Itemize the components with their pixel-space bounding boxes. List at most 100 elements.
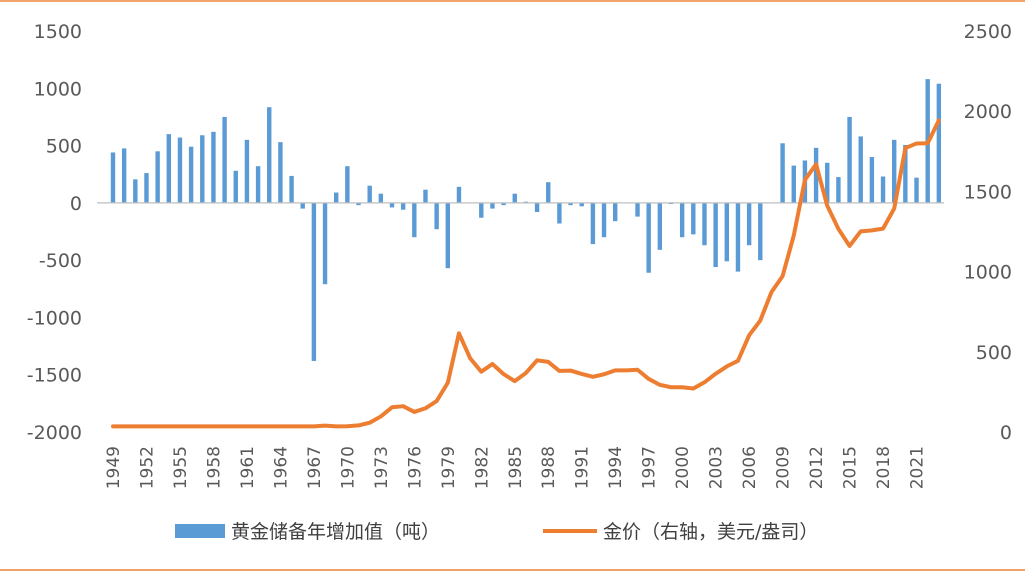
bar	[557, 202, 562, 224]
x-axis-tick-label: 1997	[640, 446, 660, 489]
line-series-gold-price	[111, 118, 941, 429]
bar	[512, 193, 517, 203]
bar	[155, 151, 160, 203]
bar	[836, 177, 841, 203]
x-axis-tick-label: 1955	[171, 446, 191, 489]
bar	[188, 146, 194, 203]
x-axis-tick-label: 1961	[238, 446, 258, 489]
bar	[534, 202, 540, 213]
right-axis-tick-label: 1000	[964, 262, 1012, 284]
bar-series-gold-reserve-change	[110, 79, 942, 361]
bar	[702, 202, 707, 246]
bar	[936, 83, 942, 203]
bar	[144, 173, 149, 203]
bar	[847, 116, 852, 203]
bar	[613, 202, 618, 222]
left-axis-tick-label: 500	[46, 136, 82, 158]
bar	[568, 202, 573, 206]
bar	[367, 185, 372, 203]
right-axis-tick-label: 1500	[964, 181, 1012, 203]
bar	[356, 202, 361, 206]
bar	[278, 142, 283, 203]
bar	[133, 179, 138, 203]
right-axis-ticks: 2500 2000 1500 1000 500 0	[964, 21, 1012, 444]
legend-swatch-bar	[175, 524, 225, 538]
bar	[735, 202, 741, 272]
x-axis-tick-label: 2012	[807, 446, 827, 489]
x-axis-tick-label: 1988	[539, 446, 559, 489]
legend-label-bar: 黄金储备年增加值（吨）	[231, 521, 440, 543]
bar	[233, 170, 238, 203]
right-axis-tick-label: 2500	[964, 21, 1012, 43]
left-axis-ticks: 1500 1000 500 0 -500 -1000 -1500 -2000	[27, 21, 82, 444]
bar	[334, 192, 339, 203]
bar	[267, 107, 272, 203]
bar	[456, 186, 462, 203]
bar	[601, 202, 607, 238]
left-axis-tick-label: 0	[70, 193, 82, 215]
bar	[479, 202, 484, 218]
x-axis-tick-label: 1958	[204, 446, 224, 489]
bar	[300, 202, 305, 209]
bar	[200, 135, 205, 203]
bar	[389, 202, 395, 208]
bar	[825, 162, 830, 203]
legend-label-line: 金价（右轴，美元/盎司）	[603, 521, 818, 543]
x-axis-tick-label: 1973	[372, 446, 392, 489]
x-axis-tick-label: 1970	[338, 446, 358, 489]
x-axis-tick-label: 2018	[874, 446, 894, 489]
bar	[892, 139, 897, 203]
bar	[177, 137, 183, 203]
x-axis-tick-label: 2009	[774, 446, 794, 489]
bar	[858, 136, 863, 203]
bar	[322, 202, 328, 285]
bar	[244, 139, 250, 203]
x-axis-tick-label: 1976	[405, 446, 425, 489]
bar	[378, 193, 384, 203]
x-axis-tick-label: 2015	[841, 446, 861, 489]
bar	[400, 202, 406, 210]
right-axis-tick-label: 2000	[964, 101, 1012, 123]
legend: 黄金储备年增加值（吨） 金价（右轴，美元/盎司）	[175, 521, 818, 543]
bar	[501, 202, 506, 206]
bar	[713, 202, 718, 268]
x-axis-tick-label: 1949	[104, 446, 124, 489]
bar	[590, 202, 596, 245]
bar	[166, 134, 171, 203]
left-axis-tick-label: 1500	[34, 21, 82, 43]
left-axis-tick-label: -1000	[27, 307, 82, 329]
x-axis-tick-label: 2006	[740, 446, 760, 489]
bar	[880, 176, 886, 203]
x-axis-tick-label: 1964	[271, 446, 291, 489]
left-axis-tick-label: -2000	[27, 422, 82, 444]
bar	[869, 157, 875, 203]
bar	[813, 147, 819, 203]
bar	[780, 143, 785, 203]
bar	[345, 166, 350, 203]
x-axis-tick-label: 1985	[506, 446, 526, 489]
x-axis-tick-label: 2003	[707, 446, 727, 489]
bar	[579, 202, 584, 207]
x-axis-tick-label: 1994	[606, 446, 626, 489]
bar	[657, 202, 663, 250]
x-axis-tick-label: 1967	[305, 446, 325, 489]
bar	[423, 189, 428, 203]
bar	[691, 202, 696, 235]
bar	[445, 202, 450, 269]
bar	[679, 202, 685, 238]
bar	[211, 131, 216, 203]
left-axis-tick-label: -1500	[27, 365, 82, 387]
bar	[724, 202, 729, 262]
bar	[635, 202, 640, 217]
bar	[289, 175, 294, 203]
bar	[546, 182, 551, 203]
bar	[758, 202, 763, 261]
right-axis-tick-label: 0	[1000, 422, 1012, 444]
x-axis-tick-label: 1979	[439, 446, 459, 489]
x-axis-tick-label: 1952	[137, 446, 157, 489]
x-axis-ticks: 1949 1952 1955 1958 1961 1964 1967 1970 1973 1976…	[104, 446, 928, 489]
bar	[434, 202, 439, 230]
bar	[791, 165, 796, 203]
bar	[914, 177, 919, 203]
